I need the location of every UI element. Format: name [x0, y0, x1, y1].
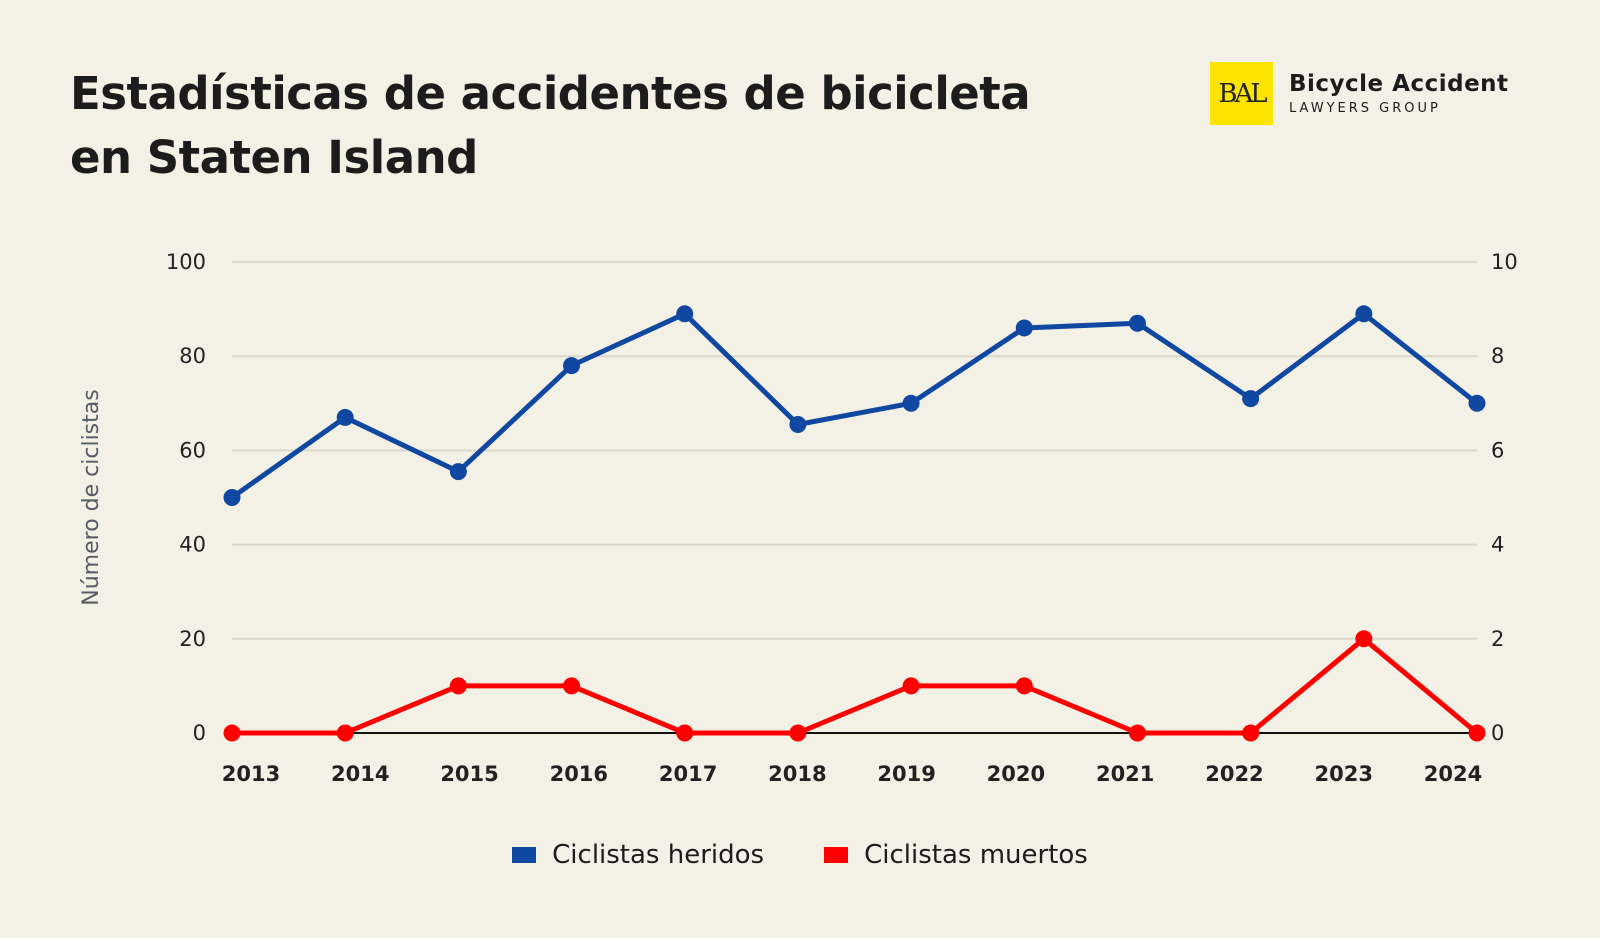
legend-label-injured: Ciclistas heridos [552, 840, 765, 870]
y-tick-label: 40 [179, 533, 206, 557]
data-point-injured [1128, 314, 1146, 332]
data-point-killed [1242, 724, 1260, 742]
y2-tick-label: 6 [1491, 438, 1504, 462]
data-point-injured [789, 415, 807, 433]
logo-name: Bicycle Accident [1289, 71, 1509, 97]
data-point-injured [1242, 390, 1260, 408]
data-point-injured [563, 357, 581, 375]
y2-tick-label: 4 [1491, 533, 1504, 557]
legend: Ciclistas heridos Ciclistas muertos [0, 840, 1600, 870]
series-line-killed [232, 636, 1479, 736]
data-point-injured [223, 489, 241, 506]
data-point-killed [223, 724, 241, 742]
data-point-killed [449, 677, 467, 695]
x-tick-label: 2020 [987, 762, 1045, 786]
legend-item-killed: Ciclistas muertos [824, 840, 1088, 870]
y2-tick-label: 0 [1491, 721, 1504, 745]
data-point-injured [336, 408, 354, 426]
y2-tick-label: 2 [1491, 627, 1504, 651]
logo-subtitle: LAWYERS GROUP [1289, 101, 1441, 116]
data-point-injured [449, 463, 467, 481]
page-title: Estadísticas de accidentes de bicicleta … [70, 67, 1031, 184]
data-point-injured [676, 305, 694, 323]
data-point-killed [1355, 630, 1373, 648]
x-tick-label: 2019 [877, 762, 935, 786]
x-tick-label: 2024 [1424, 762, 1482, 786]
data-point-injured [1468, 394, 1486, 412]
x-tick-label: 2022 [1205, 762, 1263, 786]
x-tick-label: 2021 [1096, 762, 1154, 786]
y-tick-label: 80 [179, 344, 206, 368]
y-tick-label: 100 [166, 250, 206, 274]
legend-item-injured: Ciclistas heridos [512, 840, 764, 870]
legend-swatch-injured [512, 847, 537, 863]
data-point-killed [1015, 677, 1033, 695]
y2-tick-label: 8 [1491, 344, 1504, 368]
y-axis-label: Número de ciclistas [79, 389, 104, 605]
logo-mark: BAL [1210, 62, 1273, 125]
y-tick-label: 20 [179, 627, 206, 651]
data-point-injured [1015, 319, 1033, 337]
x-tick-label: 2016 [550, 762, 608, 786]
data-point-killed [902, 677, 920, 695]
data-point-killed [336, 724, 354, 742]
legend-swatch-killed [824, 847, 849, 863]
y-tick-label: 60 [179, 438, 206, 462]
series-line-injured [230, 311, 1479, 500]
data-point-killed [789, 724, 807, 742]
data-point-killed [563, 677, 581, 695]
legend-label-killed: Ciclistas muertos [864, 840, 1088, 870]
x-tick-label: 2023 [1315, 762, 1373, 786]
x-tick-label: 2015 [440, 762, 498, 786]
y2-tick-label: 10 [1491, 250, 1518, 274]
x-tick-label: 2017 [659, 762, 717, 786]
x-tick-label: 2013 [222, 762, 280, 786]
logo: BAL Bicycle Accident LAWYERS GROUP [1210, 62, 1509, 125]
y-tick-label: 0 [193, 721, 206, 745]
x-tick-label: 2014 [331, 762, 389, 786]
data-point-killed [1128, 724, 1146, 742]
x-tick-label: 2018 [768, 762, 826, 786]
data-point-killed [676, 724, 694, 742]
data-point-killed [1468, 724, 1486, 742]
data-point-injured [1355, 305, 1373, 323]
data-point-injured [902, 394, 920, 412]
